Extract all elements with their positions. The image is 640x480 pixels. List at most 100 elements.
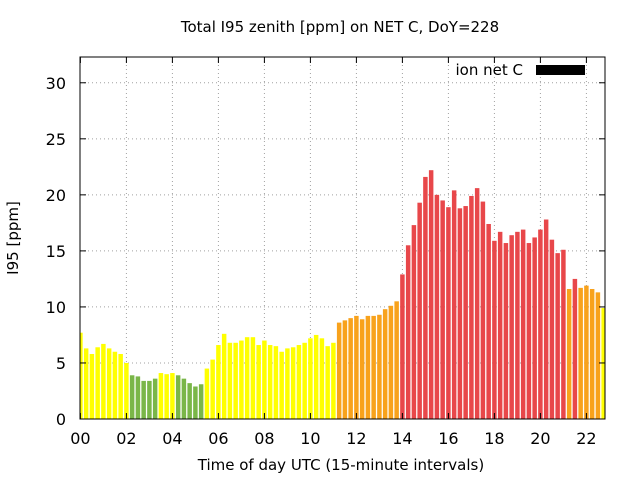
bar [325, 346, 330, 419]
legend: ion net C [456, 61, 585, 79]
plot-frame [79, 56, 606, 420]
bar [354, 315, 359, 419]
bar [118, 353, 123, 419]
bar [267, 345, 273, 419]
bar [486, 223, 491, 419]
bar [158, 373, 164, 419]
bar [83, 348, 89, 419]
bar [89, 353, 95, 419]
bar [106, 348, 112, 419]
bar [129, 375, 135, 419]
bar [503, 243, 509, 419]
bar [388, 305, 394, 419]
chart-title: Total I95 zenith [ppm] on NET C, DoY=228 [180, 18, 499, 36]
bar [463, 206, 468, 419]
bar [256, 345, 261, 419]
bar [296, 345, 302, 419]
grid [80, 57, 605, 419]
bar [342, 320, 348, 419]
x-tick-label: 08 [254, 429, 274, 448]
bar [141, 380, 146, 419]
x-tick-label: 00 [70, 429, 90, 448]
bar [164, 374, 169, 419]
y-tick-label: 5 [56, 354, 66, 373]
x-axis-label: Time of day UTC (15-minute intervals) [197, 456, 484, 474]
y-tick-labels: 0 5 10 15 20 25 30 [46, 74, 66, 429]
bar [394, 301, 399, 419]
bar [423, 176, 428, 419]
bar [221, 333, 227, 419]
bar [359, 319, 365, 419]
bar [273, 346, 279, 419]
bar [549, 239, 555, 419]
bar [210, 359, 215, 419]
bar [319, 338, 325, 419]
bar [290, 347, 296, 419]
bar [446, 207, 451, 419]
x-tick-label: 04 [162, 429, 182, 448]
x-tick-labels: 00 02 04 06 08 10 12 14 16 18 20 22 [70, 429, 596, 448]
bar [555, 253, 560, 419]
y-tick-label: 10 [46, 298, 66, 317]
bar [302, 342, 307, 419]
bar [152, 378, 158, 419]
bar [198, 384, 204, 419]
bar [80, 332, 83, 419]
bar [538, 229, 543, 419]
x-tick-label: 10 [300, 429, 320, 448]
bar [566, 288, 572, 419]
bar [561, 249, 566, 419]
bar [451, 190, 457, 419]
ticks [79, 57, 605, 420]
legend-swatch [536, 65, 585, 75]
bar [474, 188, 480, 419]
bar [382, 309, 388, 419]
bar [434, 194, 440, 419]
y-axis-label: I95 [ppm] [4, 201, 22, 275]
bar [377, 314, 382, 419]
bar [262, 340, 267, 419]
x-tick-label: 20 [530, 429, 550, 448]
bar [187, 383, 192, 419]
bar [336, 322, 342, 419]
y-tick-label: 25 [46, 130, 66, 149]
x-tick-label: 22 [576, 429, 596, 448]
bar [584, 285, 589, 419]
bar [147, 380, 152, 419]
bar [440, 200, 445, 419]
bar [400, 274, 405, 419]
bar [95, 347, 100, 419]
bar [469, 195, 474, 419]
bar [204, 368, 210, 419]
bar [175, 375, 181, 419]
x-tick-label: 14 [392, 429, 412, 448]
bar [250, 337, 256, 419]
bar [492, 240, 497, 419]
bar [532, 237, 537, 419]
bar [601, 308, 605, 419]
bar [417, 202, 422, 419]
bar [348, 318, 353, 419]
bar [112, 351, 118, 419]
bar [543, 219, 549, 419]
bar [227, 342, 233, 419]
bar [244, 337, 250, 419]
x-tick-label: 06 [208, 429, 228, 448]
bar [509, 235, 514, 419]
bar [578, 287, 583, 419]
bar [405, 245, 411, 419]
bars [80, 170, 605, 419]
bar [216, 345, 221, 419]
bar [279, 351, 284, 419]
x-tick-label: 16 [438, 429, 458, 448]
bar [520, 229, 526, 419]
bar [313, 334, 319, 419]
x-tick-label: 12 [346, 429, 366, 448]
y-tick-label: 0 [56, 410, 66, 429]
y-tick-label: 30 [46, 74, 66, 93]
bar [135, 376, 141, 419]
x-tick-label: 18 [484, 429, 504, 448]
bar [233, 342, 238, 419]
